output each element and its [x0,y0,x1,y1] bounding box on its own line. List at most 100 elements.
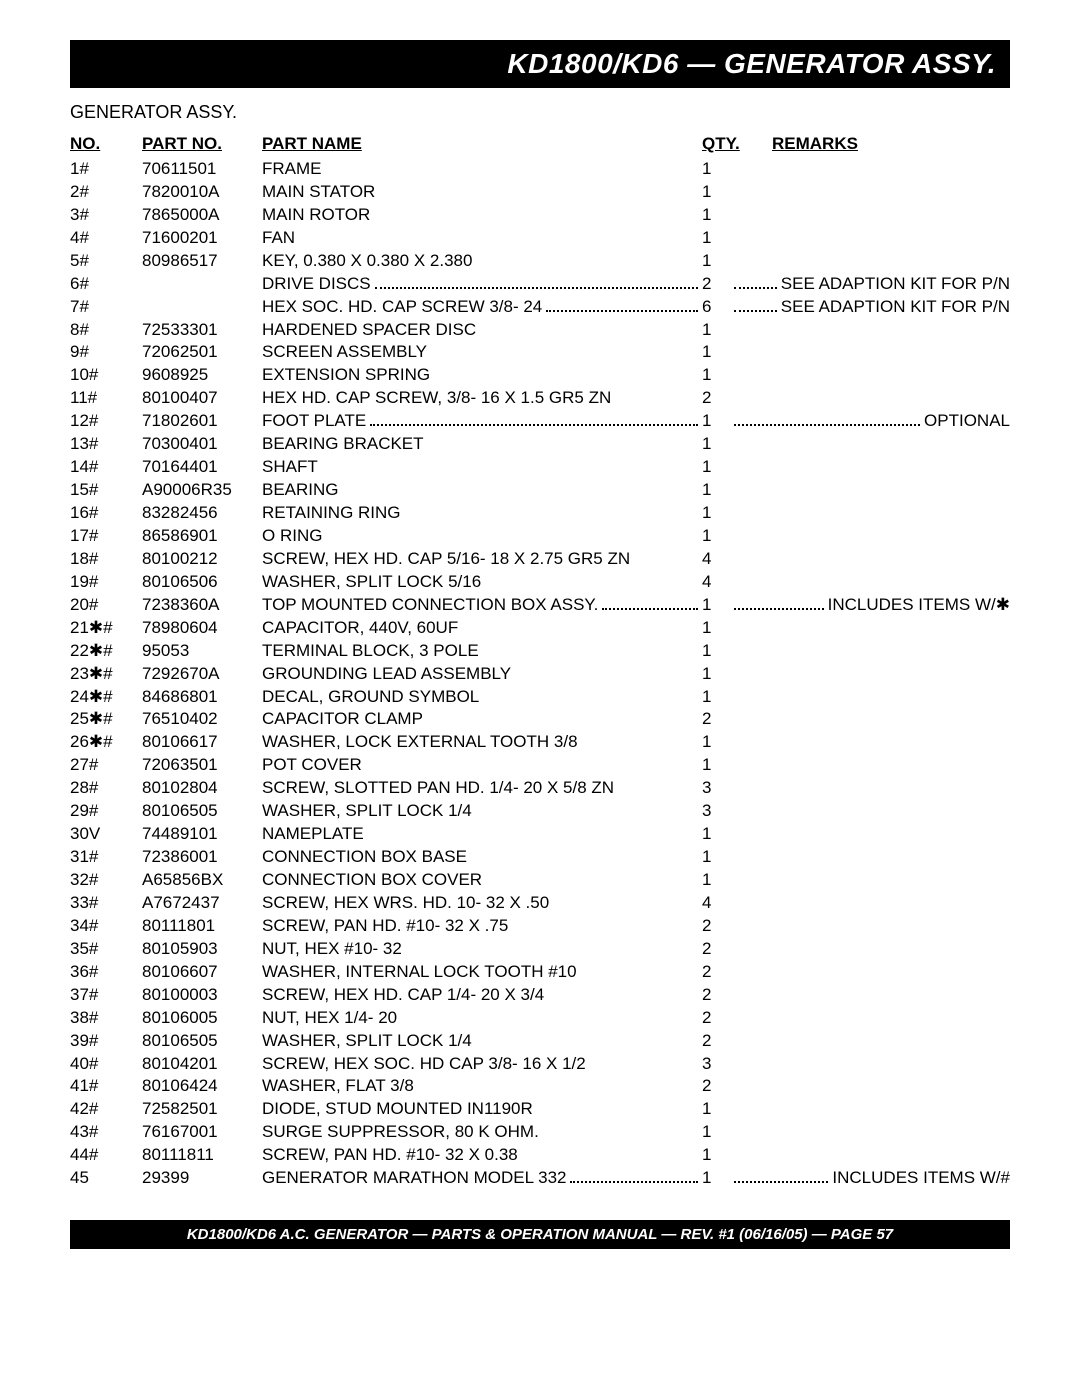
cell-remarks [730,364,1010,387]
cell-no: 24✱# [70,686,142,709]
cell-qty: 1 [702,1167,730,1190]
cell-partname: SCREW, HEX HD. CAP 1/4- 20 X 3/4 [262,984,702,1007]
cell-partno: 71802601 [142,410,262,433]
subtitle: GENERATOR ASSY. [70,102,1010,123]
page-header-bar: KD1800/KD6 — GENERATOR ASSY. [70,40,1010,88]
table-row: 20#7238360ATOP MOUNTED CONNECTION BOX AS… [70,594,1010,617]
cell-qty: 1 [702,502,730,525]
table-row: 28#80102804SCREW, SLOTTED PAN HD. 1/4- 2… [70,777,1010,800]
cell-partno: 9608925 [142,364,262,387]
cell-partname: POT COVER [262,754,702,777]
cell-remarks [730,892,1010,915]
table-row: 6#DRIVE DISCS2SEE ADAPTION KIT FOR P/N [70,273,1010,296]
cell-partname: RETAINING RING [262,502,702,525]
cell-partname: CONNECTION BOX COVER [262,869,702,892]
cell-qty: 1 [702,433,730,456]
cell-no: 28# [70,777,142,800]
cell-qty: 1 [702,663,730,686]
cell-no: 25✱# [70,708,142,731]
cell-partno: 80986517 [142,250,262,273]
cell-partname: WASHER, SPLIT LOCK 5/16 [262,571,702,594]
cell-remarks [730,181,1010,204]
table-row: 22✱#95053TERMINAL BLOCK, 3 POLE1 [70,640,1010,663]
cell-partno [142,273,262,296]
cell-partno: 72062501 [142,341,262,364]
cell-partno: 80111811 [142,1144,262,1167]
cell-partno: A65856BX [142,869,262,892]
cell-partno: A90006R35 [142,479,262,502]
cell-no: 38# [70,1007,142,1030]
cell-remarks [730,708,1010,731]
cell-qty: 1 [702,617,730,640]
cell-partname: DECAL, GROUND SYMBOL [262,686,702,709]
cell-partname: DRIVE DISCS [262,273,702,296]
table-row: 25✱#76510402CAPACITOR CLAMP2 [70,708,1010,731]
table-row: 34#80111801SCREW, PAN HD. #10- 32 X .752 [70,915,1010,938]
cell-remarks [730,341,1010,364]
cell-qty: 1 [702,479,730,502]
cell-qty: 1 [702,319,730,342]
cell-no: 13# [70,433,142,456]
cell-remarks [730,1098,1010,1121]
cell-partno: 80111801 [142,915,262,938]
cell-partname: SCREW, HEX SOC. HD CAP 3/8- 16 X 1/2 [262,1053,702,1076]
cell-no: 22✱# [70,640,142,663]
table-row: 27#72063501POT COVER1 [70,754,1010,777]
table-row: 38#80106005NUT, HEX 1/4- 202 [70,1007,1010,1030]
table-row: 31#72386001CONNECTION BOX BASE1 [70,846,1010,869]
cell-qty: 3 [702,777,730,800]
cell-remarks: SEE ADAPTION KIT FOR P/N [730,273,1010,296]
table-row: 12#71802601FOOT PLATE1OPTIONAL [70,410,1010,433]
cell-remarks [730,433,1010,456]
cell-partname: SCREW, SLOTTED PAN HD. 1/4- 20 X 5/8 ZN [262,777,702,800]
cell-no: 10# [70,364,142,387]
cell-no: 14# [70,456,142,479]
table-row: 40#80104201SCREW, HEX SOC. HD CAP 3/8- 1… [70,1053,1010,1076]
cell-qty: 1 [702,1121,730,1144]
cell-remarks [730,686,1010,709]
cell-qty: 3 [702,800,730,823]
cell-no: 1# [70,158,142,181]
cell-remarks [730,158,1010,181]
page-footer-bar: KD1800/KD6 A.C. GENERATOR — PARTS & OPER… [70,1220,1010,1249]
cell-qty: 1 [702,181,730,204]
table-row: 8#72533301HARDENED SPACER DISC1 [70,319,1010,342]
cell-remarks [730,754,1010,777]
cell-partname: HEX SOC. HD. CAP SCREW 3/8- 24 [262,296,702,319]
cell-remarks [730,915,1010,938]
cell-no: 5# [70,250,142,273]
cell-remarks [730,617,1010,640]
cell-qty: 1 [702,869,730,892]
cell-remarks [730,502,1010,525]
table-row: 44#80111811SCREW, PAN HD. #10- 32 X 0.38… [70,1144,1010,1167]
cell-no: 2# [70,181,142,204]
cell-no: 7# [70,296,142,319]
table-row: 33#A7672437SCREW, HEX WRS. HD. 10- 32 X … [70,892,1010,915]
cell-remarks [730,548,1010,571]
cell-qty: 2 [702,273,730,296]
cell-partname: SHAFT [262,456,702,479]
cell-qty: 1 [702,594,730,617]
cell-no: 35# [70,938,142,961]
cell-qty: 1 [702,823,730,846]
cell-no: 37# [70,984,142,1007]
cell-remarks [730,1030,1010,1053]
cell-partname: WASHER, SPLIT LOCK 1/4 [262,800,702,823]
cell-partname: CAPACITOR CLAMP [262,708,702,731]
cell-partname: WASHER, SPLIT LOCK 1/4 [262,1030,702,1053]
cell-partno: 95053 [142,640,262,663]
cell-no: 45 [70,1167,142,1190]
cell-partname: TERMINAL BLOCK, 3 POLE [262,640,702,663]
cell-qty: 4 [702,571,730,594]
cell-partname: GENERATOR MARATHON MODEL 332 [262,1167,702,1190]
cell-partname: BEARING BRACKET [262,433,702,456]
cell-qty: 2 [702,961,730,984]
cell-partno: 74489101 [142,823,262,846]
cell-partno: 84686801 [142,686,262,709]
cell-partname: CONNECTION BOX BASE [262,846,702,869]
cell-partname: SURGE SUPPRESSOR, 80 K OHM. [262,1121,702,1144]
table-row: 30V74489101NAMEPLATE1 [70,823,1010,846]
cell-remarks [730,525,1010,548]
cell-partno: 72386001 [142,846,262,869]
cell-remarks [730,823,1010,846]
